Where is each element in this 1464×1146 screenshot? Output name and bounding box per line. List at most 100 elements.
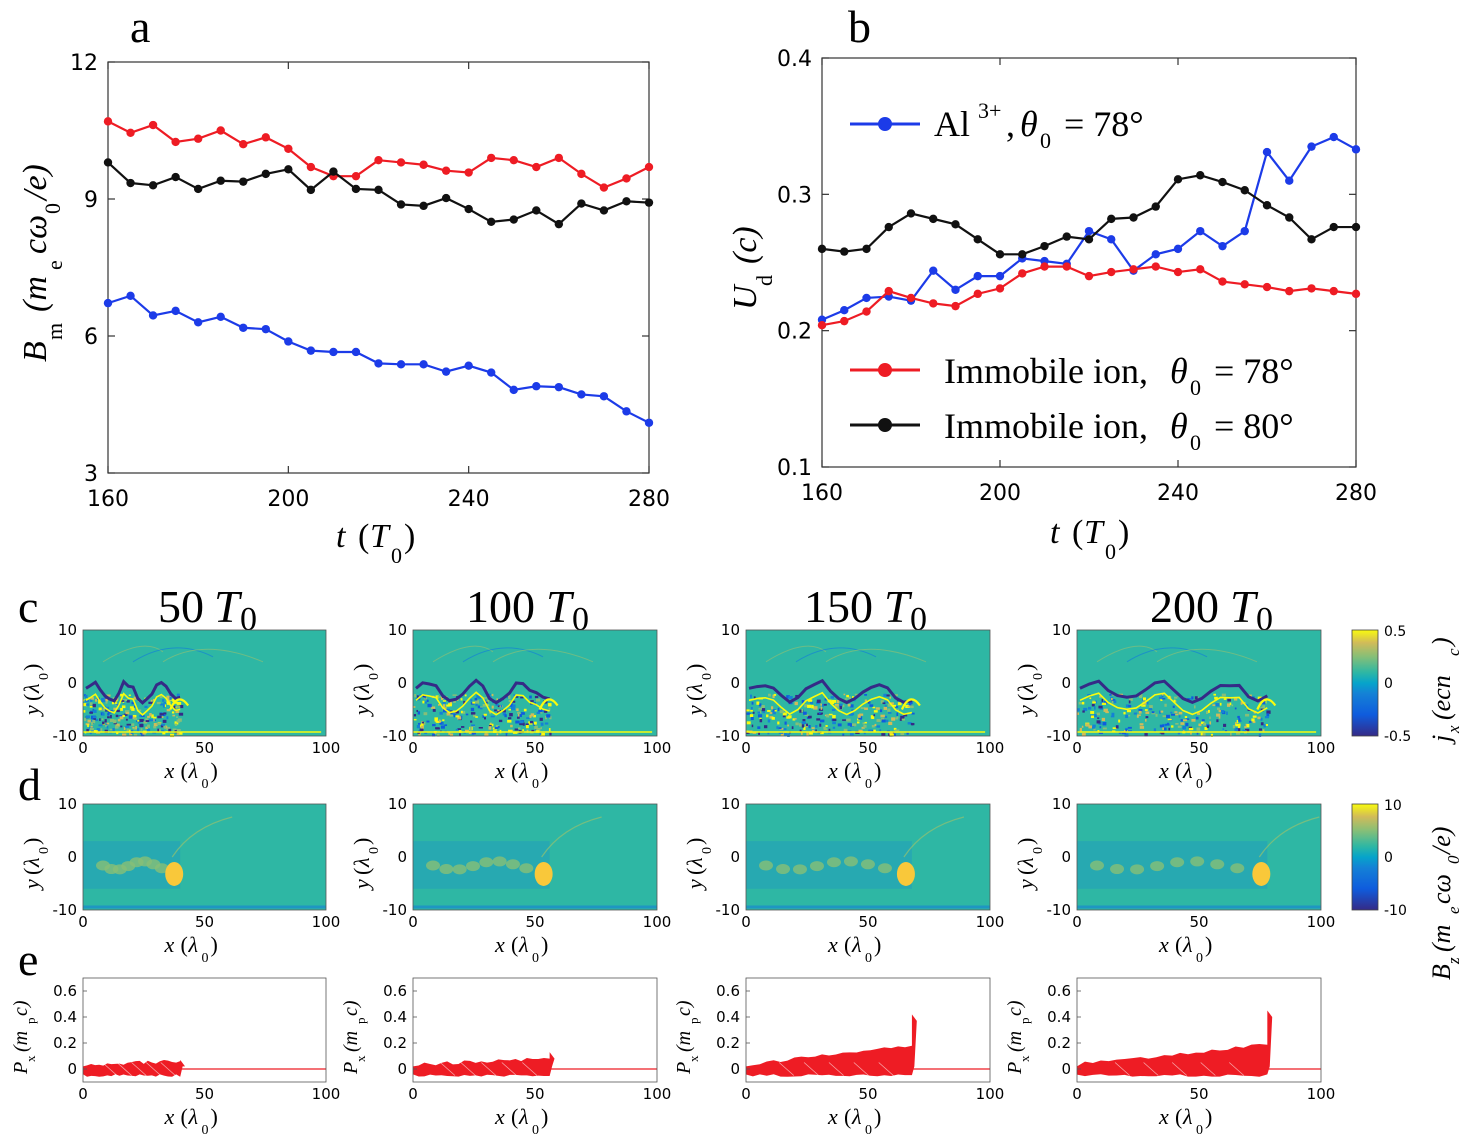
xlabel-paren: ( [844,1104,851,1129]
heatmap-speck [894,729,900,732]
heatmap-speck [496,698,499,701]
data-point [840,247,849,256]
data-point [239,140,248,149]
heatmap-speck [828,713,833,716]
heatmap-speck [483,697,488,699]
xlabel-paren: ) [1205,1104,1212,1129]
heatmap-speck [413,714,417,717]
heatmap-speck [1245,713,1250,717]
ylabel-rest: (m [340,1031,362,1052]
heatmap-speck [1174,713,1179,716]
data-point [884,286,893,296]
heatmap-speck [143,721,148,724]
panel-b: 160 200 240 280 0.1 0.2 0.3 0.4 Al 3+ , θ 0 = 7… [727,47,1377,564]
heatmap-speck [142,731,146,735]
xlabel-lambda: λ [188,932,199,957]
phase-strand [1143,1062,1159,1076]
heatmap-speck [792,718,796,721]
heatmap-speck [1125,729,1128,733]
ylabel-lambda: λ [349,683,374,694]
heatmap-speck [771,711,776,715]
data-point [306,162,316,172]
current-filament [415,678,551,705]
ytick-label: 0.4 [777,47,812,72]
heatmap-speck [102,707,105,712]
heatmap-speck [95,718,98,721]
data-point [1307,235,1316,244]
ylabel-y: y [1013,705,1038,717]
data-point [103,117,113,126]
heatmap-speck [118,715,123,717]
heatmap-speck [460,711,466,714]
field-blob [452,864,467,875]
heatmap-speck [758,731,761,735]
ytick-label: 0 [1061,674,1071,692]
data-point [951,220,960,229]
heatmap-speck [1145,718,1147,722]
heatmap-speck [1155,713,1158,717]
xlabel-paren: ) [874,932,881,957]
heatmap-speck [799,709,804,713]
xlabel-sub: 0 [865,951,872,966]
heatmap-speck [823,728,828,731]
heatmap-speck [110,714,112,719]
data-point [1040,262,1049,271]
xlabel-paren: ) [541,1104,548,1129]
heatmap-speck [122,733,127,737]
ytick-label: 0.6 [53,982,77,1000]
heatmap-speck [83,699,86,702]
heatmap-speck [848,712,853,716]
ylabel-sub: x [353,1055,368,1062]
heatmap-speck [489,724,492,727]
ylabel: y (λ 0) [682,664,715,717]
heatmap-speck [166,726,170,731]
heatmap-speck [1204,726,1208,731]
heatmap-speck [178,712,184,716]
heatmap-speck [1158,710,1161,714]
cb-d-sub: z [1444,957,1463,965]
heatmap-speck [1099,726,1102,729]
heatmap-speck [815,725,818,728]
xtick-label: 50 [858,1085,877,1103]
heatmap-speck [1096,720,1101,724]
current-filament [1079,679,1269,704]
heatmap-speck [115,714,119,718]
ylabel-end: c) [10,1000,32,1016]
heatmap-speck [750,694,753,698]
xlabel-paren: ) [211,1104,218,1129]
heatmap-speck [799,723,803,727]
time-header-3-T: T [884,581,913,632]
heatmap-speck [896,716,899,719]
xlabel-sub: 0 [202,777,209,792]
heatmap-speck [518,727,521,730]
heatmap-speck [449,714,454,717]
heatmap-speck [437,696,442,698]
heatmap-speck [517,711,521,714]
xlabel-paren: ( [1175,1104,1182,1129]
data-point [1151,262,1160,271]
heatmap-speck [772,694,775,699]
heatmap-speck [851,709,854,712]
ytick-label: 0.3 [777,183,812,208]
heatmap-speck [1139,726,1145,729]
heatmap-speck [473,714,477,718]
heatmap-speck [756,701,760,705]
wave-arc [1156,648,1258,663]
heatmap-speck [808,724,811,729]
heatmap-speck [779,710,784,714]
heatmap-speck [1242,729,1245,732]
heatmap-speck [92,719,96,724]
heatmap-speck [843,693,846,696]
wave-arc [1096,645,1158,663]
xlabel-paren: ( [181,932,188,957]
series-b [817,132,1361,330]
ylabel-a-end: /e) [17,164,54,202]
heatmap-speck [438,704,440,706]
heatmap-speck [519,722,524,726]
heatmap-speck [549,716,552,720]
heatmap-speck [837,723,842,727]
field-arc [171,816,233,858]
heatmap-speck [1103,708,1108,712]
wave-arc [432,645,494,663]
